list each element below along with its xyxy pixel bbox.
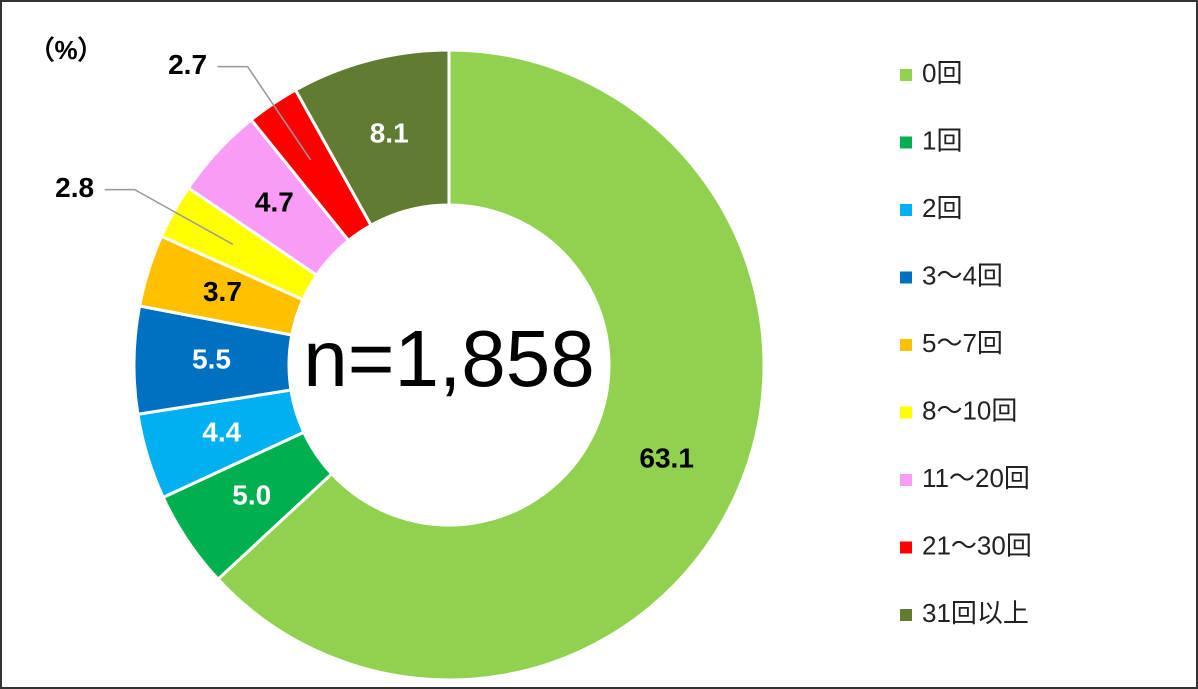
data-label: 4.7 bbox=[255, 186, 294, 217]
data-label: 2.8 bbox=[55, 172, 94, 203]
legend-label: 3～4回 bbox=[922, 260, 1003, 290]
legend-label: 21～30回 bbox=[922, 530, 1032, 560]
legend-swatch bbox=[900, 406, 912, 419]
legend-label: 0回 bbox=[922, 58, 962, 88]
data-label: 5.5 bbox=[192, 344, 231, 375]
legend-swatch bbox=[900, 271, 912, 284]
data-label: 5.0 bbox=[232, 480, 271, 511]
legend-swatch bbox=[900, 541, 912, 554]
leader-line bbox=[104, 188, 234, 246]
legend-swatch bbox=[900, 474, 912, 486]
data-label: 2.7 bbox=[168, 49, 207, 80]
center-label: n=1,858 bbox=[303, 314, 594, 403]
legend-label: 1回 bbox=[922, 125, 962, 155]
legend-label: 5～7回 bbox=[922, 328, 1003, 358]
legend-label: 31回以上 bbox=[922, 598, 1029, 628]
legend-swatch bbox=[900, 136, 912, 149]
unit-label: （%） bbox=[28, 35, 103, 65]
data-label: 63.1 bbox=[639, 442, 694, 473]
legend-label: 2回 bbox=[922, 193, 962, 223]
legend-swatch bbox=[900, 69, 912, 81]
leader-line bbox=[217, 65, 312, 161]
data-label: 8.1 bbox=[370, 118, 409, 149]
data-label: 3.7 bbox=[203, 276, 242, 307]
legend-swatch bbox=[900, 609, 912, 621]
legend-label: 11～20回 bbox=[922, 463, 1030, 493]
legend-swatch bbox=[900, 204, 912, 216]
data-label: 4.4 bbox=[202, 417, 241, 448]
donut-segment bbox=[293, 48, 451, 228]
legend-swatch bbox=[900, 339, 912, 351]
legend-label: 8～10回 bbox=[922, 395, 1017, 425]
donut-segment bbox=[215, 48, 766, 682]
